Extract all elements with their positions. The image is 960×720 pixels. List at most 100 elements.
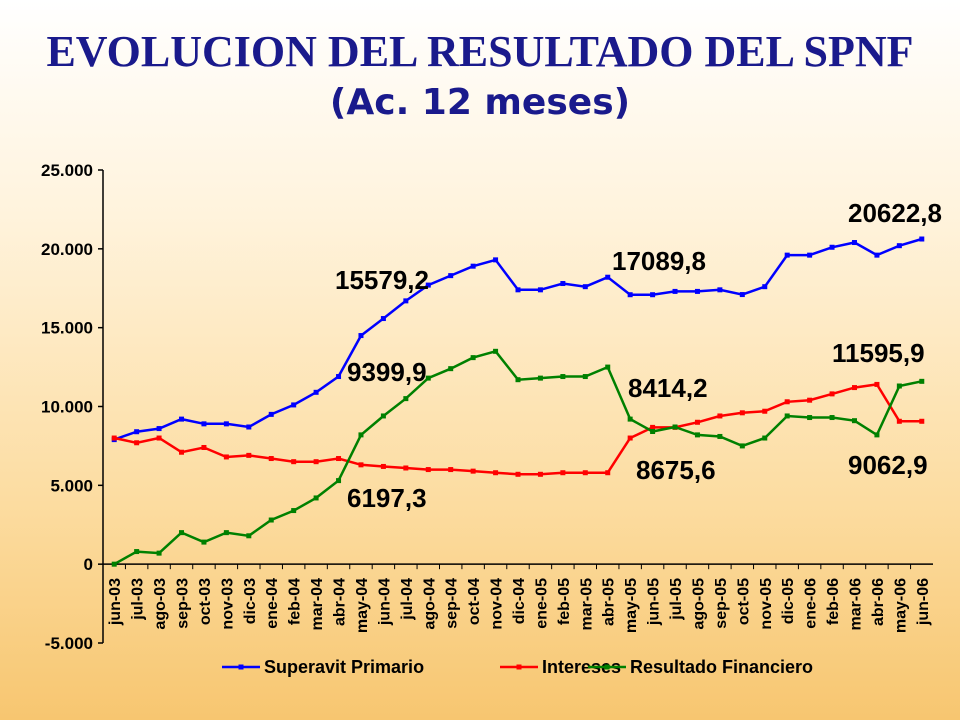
data-point	[807, 415, 813, 421]
x-tick-label: ago-04	[421, 578, 438, 630]
data-point	[605, 364, 611, 370]
data-point	[493, 257, 499, 263]
data-point	[650, 292, 656, 298]
data-point	[784, 399, 790, 405]
y-tick-label: 15.000	[41, 319, 93, 338]
x-tick-label: oct-04	[466, 578, 483, 625]
data-point	[223, 454, 229, 460]
data-point	[515, 287, 521, 293]
x-tick-label: sep-04	[444, 578, 461, 629]
x-tick-label: oct-03	[197, 578, 214, 625]
data-label: 20622,8	[848, 198, 942, 228]
series-line	[113, 349, 923, 566]
data-point	[246, 452, 252, 458]
data-point	[380, 413, 386, 419]
data-point	[851, 418, 857, 424]
data-point	[672, 424, 678, 430]
data-point	[336, 374, 342, 380]
data-point	[851, 240, 857, 246]
data-point	[156, 550, 162, 556]
data-point	[336, 478, 342, 484]
data-point	[739, 443, 745, 449]
data-point	[874, 432, 880, 438]
data-point	[762, 284, 768, 290]
data-point	[380, 316, 386, 322]
data-point	[694, 432, 700, 438]
data-point	[829, 244, 835, 250]
data-label: 17089,8	[612, 246, 706, 276]
data-label: 9399,9	[347, 357, 427, 387]
data-point	[896, 243, 902, 249]
data-label: 8675,6	[636, 455, 716, 485]
legend-label: Resultado Financiero	[630, 657, 813, 677]
data-label: 15579,2	[335, 265, 429, 295]
data-point	[650, 424, 656, 430]
data-point	[134, 429, 140, 435]
data-point	[582, 374, 588, 380]
chart-title: EVOLUCION DEL RESULTADO DEL SPNF	[46, 27, 914, 76]
data-point	[313, 495, 319, 501]
x-tick-label: nov-05	[758, 578, 775, 630]
data-point	[627, 435, 633, 441]
y-tick-label: 0	[84, 555, 93, 574]
data-point	[627, 416, 633, 422]
data-point	[448, 273, 454, 279]
data-point	[470, 355, 476, 361]
data-point	[762, 435, 768, 441]
x-tick-label: jun-04	[376, 578, 393, 626]
chart-subtitle: (Ac. 12 meses)	[329, 82, 631, 123]
data-point	[851, 385, 857, 391]
data-point	[605, 274, 611, 280]
data-point	[201, 421, 207, 427]
data-point	[358, 333, 364, 339]
data-point	[537, 287, 543, 293]
data-point	[425, 282, 431, 288]
y-tick-label: 25.000	[41, 161, 93, 180]
y-tick-label: 20.000	[41, 240, 93, 259]
data-point	[807, 397, 813, 403]
data-point	[650, 429, 656, 435]
data-point	[784, 252, 790, 258]
data-point	[425, 467, 431, 473]
data-point	[762, 408, 768, 414]
data-point	[717, 413, 723, 419]
data-point	[246, 533, 252, 539]
x-tick-label: nov-04	[489, 578, 506, 630]
data-point	[403, 396, 409, 402]
data-point	[156, 426, 162, 432]
x-tick-label: ene-04	[264, 578, 281, 629]
x-tick-label: ene-06	[803, 578, 820, 629]
x-tick-label: may-05	[623, 578, 640, 633]
x-tick-label: ene-05	[533, 578, 550, 629]
x-tick-label: jun-05	[646, 578, 663, 626]
x-tick-label: feb-06	[825, 578, 842, 625]
data-label: 8414,2	[628, 373, 708, 403]
data-point	[493, 470, 499, 476]
data-point	[694, 419, 700, 425]
x-tick-label: ago-03	[152, 578, 169, 630]
x-tick-label: mar-05	[578, 578, 595, 631]
x-tick-label: sep-05	[713, 578, 730, 629]
data-point	[179, 449, 185, 455]
y-tick-label: 5.000	[50, 476, 93, 495]
data-point	[313, 389, 319, 395]
x-tick-label: dic-05	[780, 578, 797, 624]
data-point	[874, 381, 880, 387]
x-tick-label: nov-03	[219, 578, 236, 630]
data-point	[201, 539, 207, 545]
data-point	[560, 374, 566, 380]
data-point	[560, 470, 566, 476]
data-point	[291, 402, 297, 408]
data-point	[111, 435, 117, 441]
legend-marker	[604, 664, 610, 670]
data-point	[223, 530, 229, 536]
data-point	[537, 471, 543, 477]
x-tick-label: feb-05	[556, 578, 573, 625]
data-point	[515, 471, 521, 477]
data-point	[739, 410, 745, 416]
x-tick-label: jul-04	[399, 578, 416, 621]
data-point	[582, 470, 588, 476]
data-point	[470, 468, 476, 474]
data-point	[560, 281, 566, 287]
data-point	[470, 263, 476, 269]
